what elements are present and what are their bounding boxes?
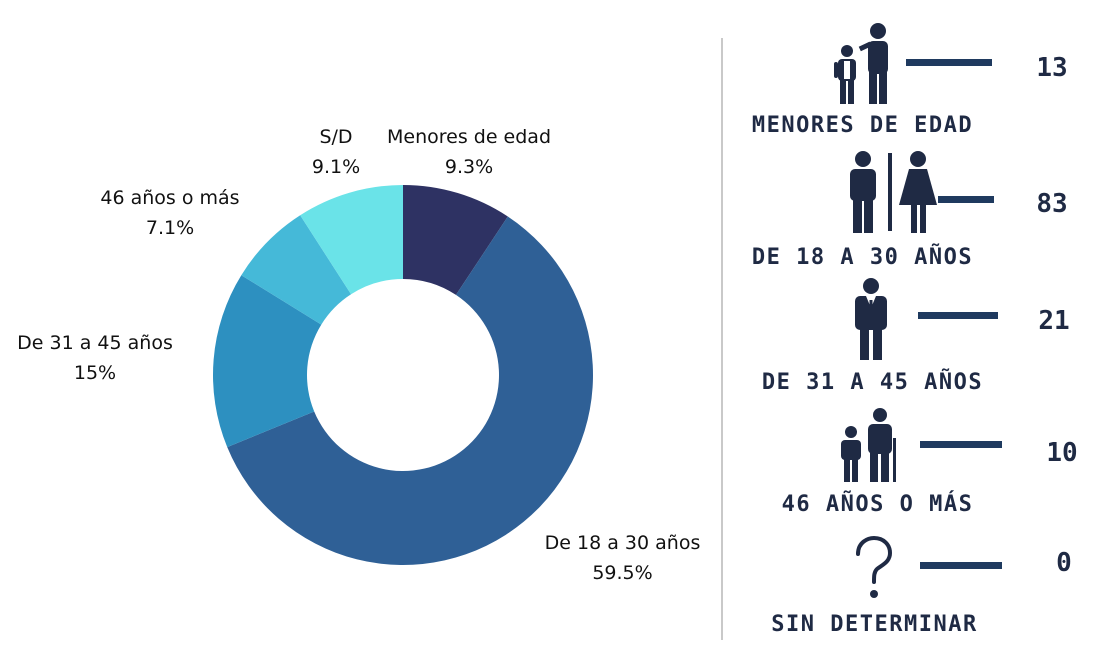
slice-label-46-plus: 46 años o más 7.1%: [90, 183, 250, 243]
slice-label-text: Menores de edad: [386, 126, 551, 148]
slice-label-text: De 31 a 45 años: [17, 332, 173, 354]
vertical-divider: [721, 38, 723, 640]
category-18-30: DE 18 A 30 AÑOS: [751, 245, 974, 270]
donut-chart: [213, 185, 593, 566]
dash-line: [920, 441, 1002, 448]
count-menores: 13: [1036, 53, 1068, 83]
category-46-plus: 46 AÑOS O MÁS: [781, 492, 974, 517]
count-31-45: 21: [1038, 306, 1070, 336]
elderly-with-child-icon: [841, 408, 896, 482]
adult-with-child-icon: [834, 23, 888, 104]
question-mark-icon: [856, 536, 893, 598]
donut-slice-0: [403, 185, 508, 295]
slice-label-31-45: De 31 a 45 años 15%: [10, 328, 180, 388]
slice-label-text: 46 años o más: [100, 187, 240, 209]
count-sd: 0: [1056, 548, 1072, 578]
slice-label-value: 59.5%: [592, 562, 653, 584]
donut-slice-2: [213, 275, 322, 448]
slice-label-18-30: De 18 a 30 años 59.5%: [540, 528, 705, 588]
category-sd: SIN DETERMINAR: [771, 612, 978, 637]
slice-label-value: 7.1%: [145, 217, 195, 239]
slice-label-text: S/D: [319, 126, 353, 148]
businessman-icon: [855, 278, 887, 360]
slice-label-menores: Menores de edad 9.3%: [384, 122, 554, 182]
dash-line: [938, 196, 994, 203]
slice-label-sd: S/D 9.1%: [296, 122, 376, 182]
donut-slice-1: [227, 216, 593, 566]
category-31-45: DE 31 A 45 AÑOS: [761, 370, 984, 395]
slice-label-value: 9.1%: [311, 156, 361, 178]
dash-line: [906, 59, 992, 66]
slice-label-text: De 18 a 30 años: [544, 532, 701, 554]
man-woman-icon: [850, 151, 937, 233]
slice-label-value: 9.3%: [444, 156, 494, 178]
donut-slice-3: [241, 215, 352, 325]
donut-slice-4: [300, 185, 403, 295]
count-46-plus: 10: [1046, 438, 1078, 468]
count-18-30: 83: [1036, 189, 1068, 219]
dash-line: [920, 562, 1002, 569]
slice-label-value: 15%: [73, 362, 117, 384]
dash-line: [918, 312, 998, 319]
category-menores: MENORES DE EDAD: [751, 113, 974, 138]
